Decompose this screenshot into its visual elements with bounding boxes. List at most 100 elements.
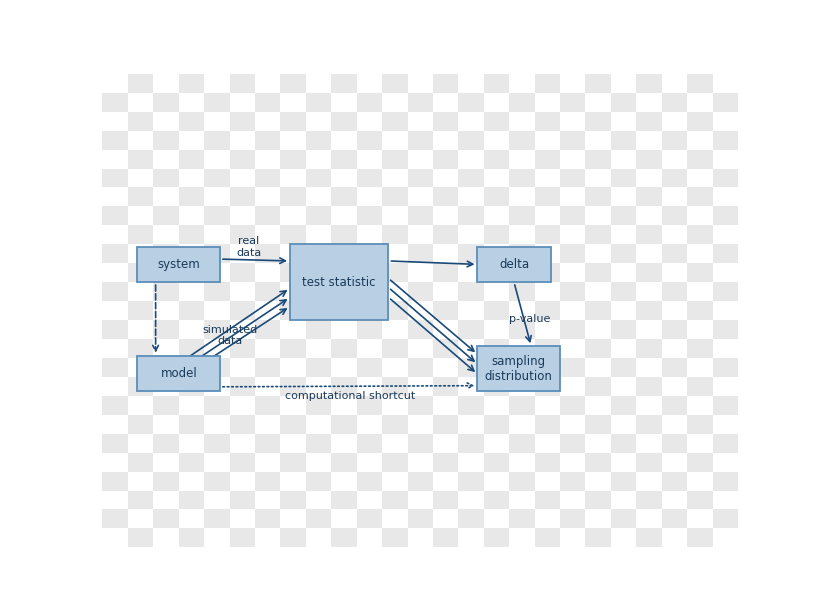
FancyBboxPatch shape <box>610 509 636 528</box>
FancyBboxPatch shape <box>534 528 559 547</box>
FancyBboxPatch shape <box>432 225 458 244</box>
FancyBboxPatch shape <box>509 339 534 358</box>
FancyBboxPatch shape <box>153 301 179 320</box>
FancyBboxPatch shape <box>483 93 509 112</box>
FancyBboxPatch shape <box>610 225 636 244</box>
FancyBboxPatch shape <box>255 130 280 149</box>
FancyBboxPatch shape <box>686 415 712 434</box>
FancyBboxPatch shape <box>356 320 382 339</box>
FancyBboxPatch shape <box>636 112 661 130</box>
FancyBboxPatch shape <box>102 149 128 169</box>
FancyBboxPatch shape <box>128 415 153 434</box>
FancyBboxPatch shape <box>382 207 407 225</box>
FancyBboxPatch shape <box>102 377 128 396</box>
FancyBboxPatch shape <box>686 112 712 130</box>
FancyBboxPatch shape <box>610 434 636 453</box>
FancyBboxPatch shape <box>712 93 737 112</box>
FancyBboxPatch shape <box>477 247 550 282</box>
FancyBboxPatch shape <box>382 377 407 396</box>
FancyBboxPatch shape <box>128 472 153 491</box>
FancyBboxPatch shape <box>204 301 229 320</box>
FancyBboxPatch shape <box>661 528 686 547</box>
FancyBboxPatch shape <box>712 263 737 282</box>
Text: delta: delta <box>498 258 528 271</box>
FancyBboxPatch shape <box>636 93 661 112</box>
FancyBboxPatch shape <box>255 472 280 491</box>
FancyBboxPatch shape <box>331 434 356 453</box>
FancyBboxPatch shape <box>686 491 712 509</box>
FancyBboxPatch shape <box>280 207 305 225</box>
FancyBboxPatch shape <box>661 396 686 415</box>
FancyBboxPatch shape <box>559 528 585 547</box>
FancyBboxPatch shape <box>509 415 534 434</box>
FancyBboxPatch shape <box>610 169 636 188</box>
FancyBboxPatch shape <box>305 415 331 434</box>
FancyBboxPatch shape <box>255 55 280 74</box>
FancyBboxPatch shape <box>712 282 737 301</box>
FancyBboxPatch shape <box>737 225 762 244</box>
FancyBboxPatch shape <box>661 453 686 472</box>
FancyBboxPatch shape <box>712 453 737 472</box>
FancyBboxPatch shape <box>636 188 661 207</box>
FancyBboxPatch shape <box>432 472 458 491</box>
FancyBboxPatch shape <box>382 169 407 188</box>
FancyBboxPatch shape <box>585 434 610 453</box>
FancyBboxPatch shape <box>128 528 153 547</box>
FancyBboxPatch shape <box>280 396 305 415</box>
FancyBboxPatch shape <box>458 112 483 130</box>
FancyBboxPatch shape <box>204 472 229 491</box>
FancyBboxPatch shape <box>204 74 229 93</box>
FancyBboxPatch shape <box>356 472 382 491</box>
FancyBboxPatch shape <box>255 415 280 434</box>
FancyBboxPatch shape <box>661 472 686 491</box>
FancyBboxPatch shape <box>255 434 280 453</box>
FancyBboxPatch shape <box>382 188 407 207</box>
FancyBboxPatch shape <box>737 320 762 339</box>
FancyBboxPatch shape <box>179 93 204 112</box>
FancyBboxPatch shape <box>712 472 737 491</box>
FancyBboxPatch shape <box>559 169 585 188</box>
FancyBboxPatch shape <box>407 188 432 207</box>
FancyBboxPatch shape <box>138 247 219 282</box>
FancyBboxPatch shape <box>280 339 305 358</box>
FancyBboxPatch shape <box>128 244 153 263</box>
FancyBboxPatch shape <box>458 415 483 434</box>
Text: model: model <box>161 367 197 380</box>
FancyBboxPatch shape <box>255 491 280 509</box>
FancyBboxPatch shape <box>559 207 585 225</box>
FancyBboxPatch shape <box>686 377 712 396</box>
FancyBboxPatch shape <box>661 112 686 130</box>
FancyBboxPatch shape <box>331 188 356 207</box>
FancyBboxPatch shape <box>458 225 483 244</box>
FancyBboxPatch shape <box>280 282 305 301</box>
FancyBboxPatch shape <box>229 415 255 434</box>
FancyBboxPatch shape <box>331 225 356 244</box>
FancyBboxPatch shape <box>229 263 255 282</box>
FancyBboxPatch shape <box>686 509 712 528</box>
FancyBboxPatch shape <box>102 396 128 415</box>
FancyBboxPatch shape <box>179 415 204 434</box>
FancyBboxPatch shape <box>458 396 483 415</box>
FancyBboxPatch shape <box>305 93 331 112</box>
FancyBboxPatch shape <box>204 358 229 377</box>
FancyBboxPatch shape <box>382 225 407 244</box>
FancyBboxPatch shape <box>255 207 280 225</box>
FancyBboxPatch shape <box>280 434 305 453</box>
FancyBboxPatch shape <box>585 74 610 93</box>
FancyBboxPatch shape <box>432 358 458 377</box>
FancyBboxPatch shape <box>305 339 331 358</box>
FancyBboxPatch shape <box>458 244 483 263</box>
FancyBboxPatch shape <box>229 396 255 415</box>
FancyBboxPatch shape <box>331 55 356 74</box>
FancyBboxPatch shape <box>636 396 661 415</box>
FancyBboxPatch shape <box>585 282 610 301</box>
FancyBboxPatch shape <box>356 358 382 377</box>
FancyBboxPatch shape <box>585 188 610 207</box>
FancyBboxPatch shape <box>407 528 432 547</box>
FancyBboxPatch shape <box>686 301 712 320</box>
FancyBboxPatch shape <box>737 130 762 149</box>
FancyBboxPatch shape <box>712 396 737 415</box>
FancyBboxPatch shape <box>585 377 610 396</box>
FancyBboxPatch shape <box>585 207 610 225</box>
FancyBboxPatch shape <box>280 301 305 320</box>
